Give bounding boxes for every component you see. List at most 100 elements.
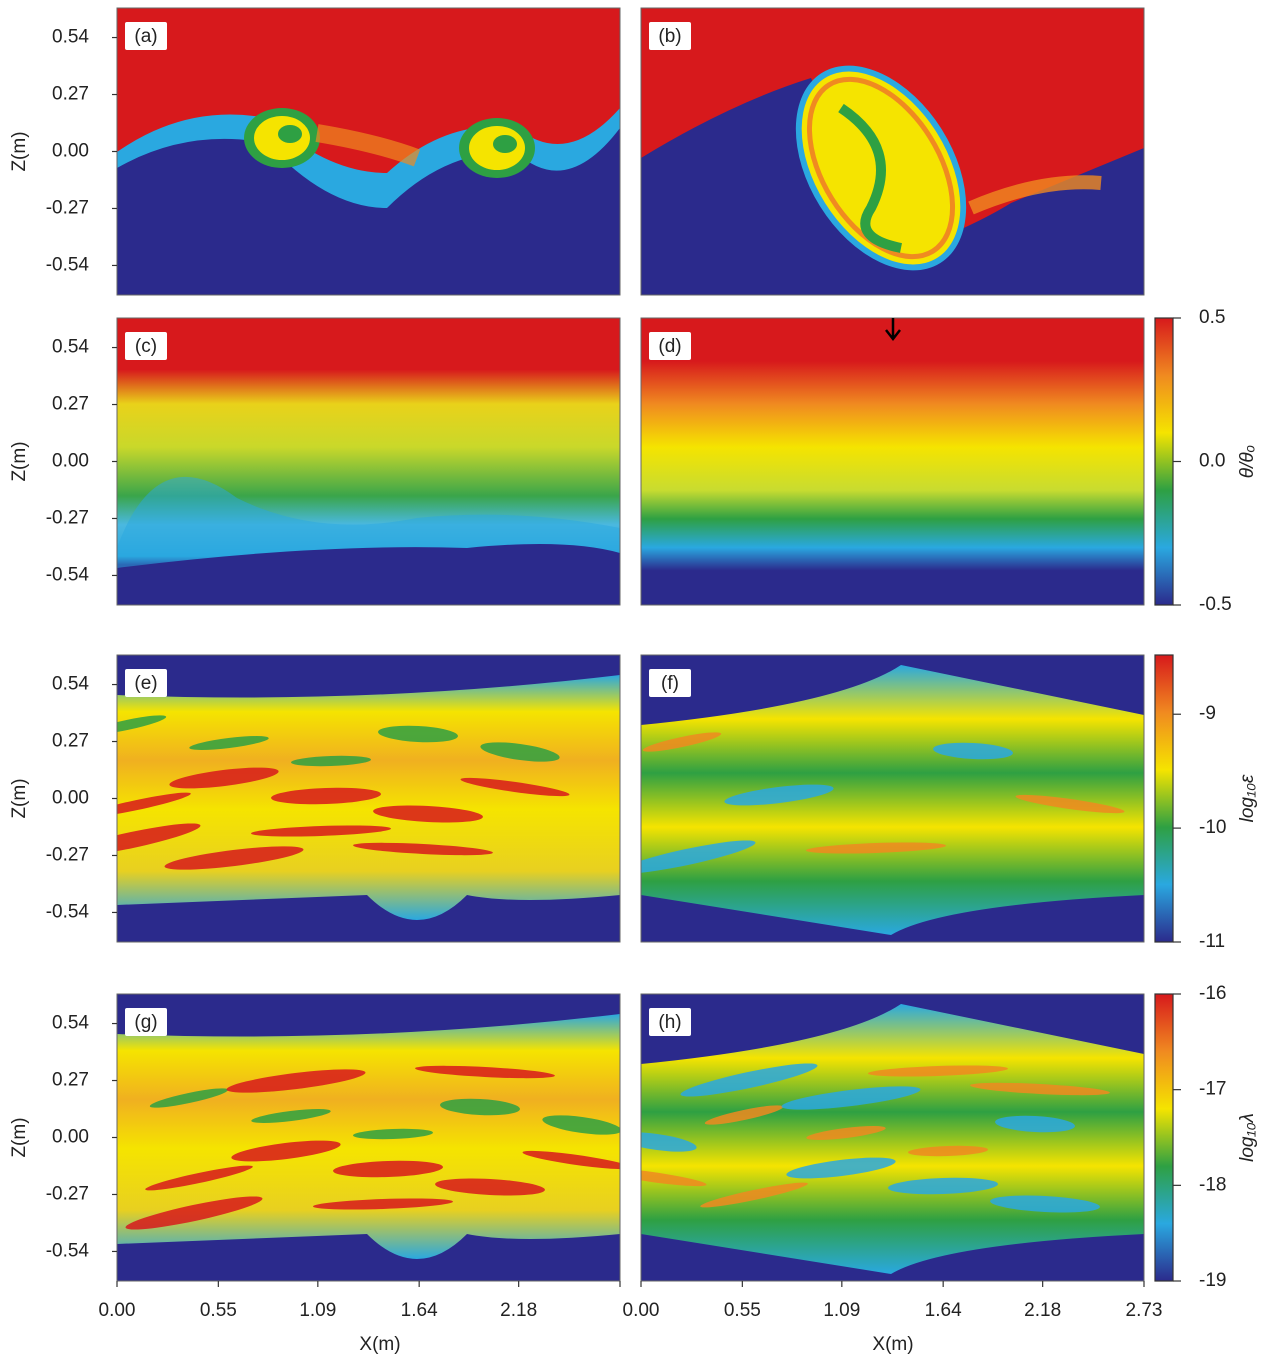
field [990,1195,1100,1213]
colorbar [1154,654,1174,943]
y-axis-label: Z(m) [9,1117,30,1157]
field [888,1177,998,1195]
field [231,1140,341,1162]
panel [641,994,1144,1281]
field [806,1126,886,1140]
x-tick-label: 0.00 [99,1300,136,1321]
field [838,103,903,253]
y-tick-label: 0.00 [52,1127,89,1148]
field [480,742,560,762]
field [968,175,1102,215]
x-axis-label: X(m) [872,1334,913,1355]
y-axis-label: Z(m) [9,778,30,818]
y-axis-label: Z(m) [9,441,30,481]
panel [117,994,620,1281]
field [908,1145,988,1157]
field [641,1132,697,1152]
panel [641,655,1144,942]
panel-label: (c) [135,336,157,357]
field [641,840,756,874]
y-tick-label: 0.27 [52,84,89,105]
field [353,842,493,856]
field [415,1065,555,1079]
y-tick-label: 0.00 [52,788,89,809]
field [378,725,458,743]
colorbar-label: log₁₀λ [1237,1113,1258,1162]
y-tick-label: 0.27 [52,394,89,415]
colorbar-tick-label: -10 [1199,817,1226,838]
y-tick-label: 0.00 [52,451,89,472]
colorbar-tick-label: -11 [1199,931,1225,952]
field [333,1160,443,1178]
panel-label-box [649,669,691,697]
field [641,665,1144,935]
x-tick-label: 2.18 [1024,1300,1061,1321]
panel-label-box [125,332,167,360]
panel-label: (a) [134,26,157,47]
field [781,1086,921,1110]
field [251,825,391,837]
x-tick-label: 2.18 [500,1300,537,1321]
colorbar-tick-label: -17 [1199,1079,1226,1100]
panel-label: (f) [661,673,679,694]
panel-label: (e) [134,673,157,694]
colorbar-tick-label: 0.5 [1199,307,1225,328]
x-tick-label: 0.55 [724,1300,761,1321]
y-tick-label: -0.27 [46,197,89,218]
field [291,755,371,767]
field [700,1182,808,1208]
x-tick-label: 1.09 [823,1300,860,1321]
x-axis-label: X(m) [359,1334,400,1355]
x-tick-label: 2.73 [1126,1300,1163,1321]
field [641,1167,707,1187]
field [117,544,620,605]
field [724,784,834,806]
field [806,76,956,260]
field [542,1115,620,1135]
x-tick-label: 1.64 [925,1300,962,1321]
y-tick-label: 0.27 [52,1070,89,1091]
panel-label: (g) [134,1012,157,1033]
colorbar-tick-label: 0.0 [1199,451,1225,472]
y-tick-label: 0.54 [52,337,89,358]
y-tick-label: -0.54 [46,1240,90,1261]
x-tick-label: 1.64 [401,1300,438,1321]
panel-label-box [125,669,167,697]
y-tick-label: -0.27 [46,507,89,528]
panel [117,318,620,605]
field [353,1128,433,1140]
field [278,125,302,143]
y-tick-label: -0.54 [46,901,90,922]
colorbar [1154,317,1174,606]
field [117,823,201,857]
field [117,792,191,818]
y-tick-label: 0.27 [52,731,89,752]
field [271,787,381,805]
field [641,78,1144,295]
field [145,1165,253,1191]
x-tick-label: 1.09 [299,1300,336,1321]
y-tick-label: -0.27 [46,1183,89,1204]
field [226,1069,366,1093]
field [642,732,722,752]
field [460,777,570,797]
colorbar-tick-label: -16 [1199,983,1226,1004]
field [440,1098,520,1116]
field [704,1105,784,1125]
field [164,846,304,870]
panel-label-box [649,22,691,50]
panel-label-box [125,1008,167,1036]
field [641,318,1144,605]
x-tick-label: 0.55 [200,1300,237,1321]
y-axis-label: Z(m) [9,131,30,171]
field [149,1088,229,1108]
field [786,1157,896,1179]
field [169,767,279,789]
panel-label-box [649,332,691,360]
field [373,805,483,823]
field [315,124,421,167]
field [313,1198,453,1210]
panel [641,8,1144,295]
colorbar-label: log₁₀ε [1237,774,1258,822]
colorbar-label: θ/θₒ [1237,445,1258,478]
